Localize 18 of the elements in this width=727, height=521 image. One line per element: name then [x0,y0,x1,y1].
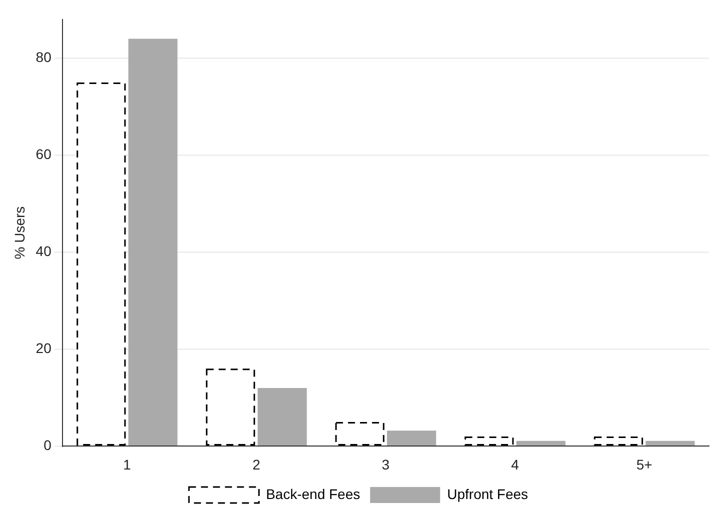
y-tick-label: 60 [36,146,52,162]
bar [258,388,307,446]
x-tick-label: 3 [382,456,390,472]
y-tick-label: 80 [36,49,52,66]
legend-label: Back-end Fees [266,486,360,502]
x-tick-label: 1 [123,456,132,472]
y-tick-label: 40 [36,243,52,260]
bar [516,440,566,446]
bar [128,38,178,446]
y-axis-title: % Users [11,206,28,260]
x-tick-label: 5+ [636,456,652,472]
bar [646,440,695,446]
legend-label: Upfront Fees [447,486,528,502]
bar [386,430,436,446]
x-tick-label: 2 [252,456,260,472]
y-tick-label: 20 [36,340,52,356]
y-tick-label: 0 [44,437,52,454]
x-tick-label: 4 [511,456,520,472]
